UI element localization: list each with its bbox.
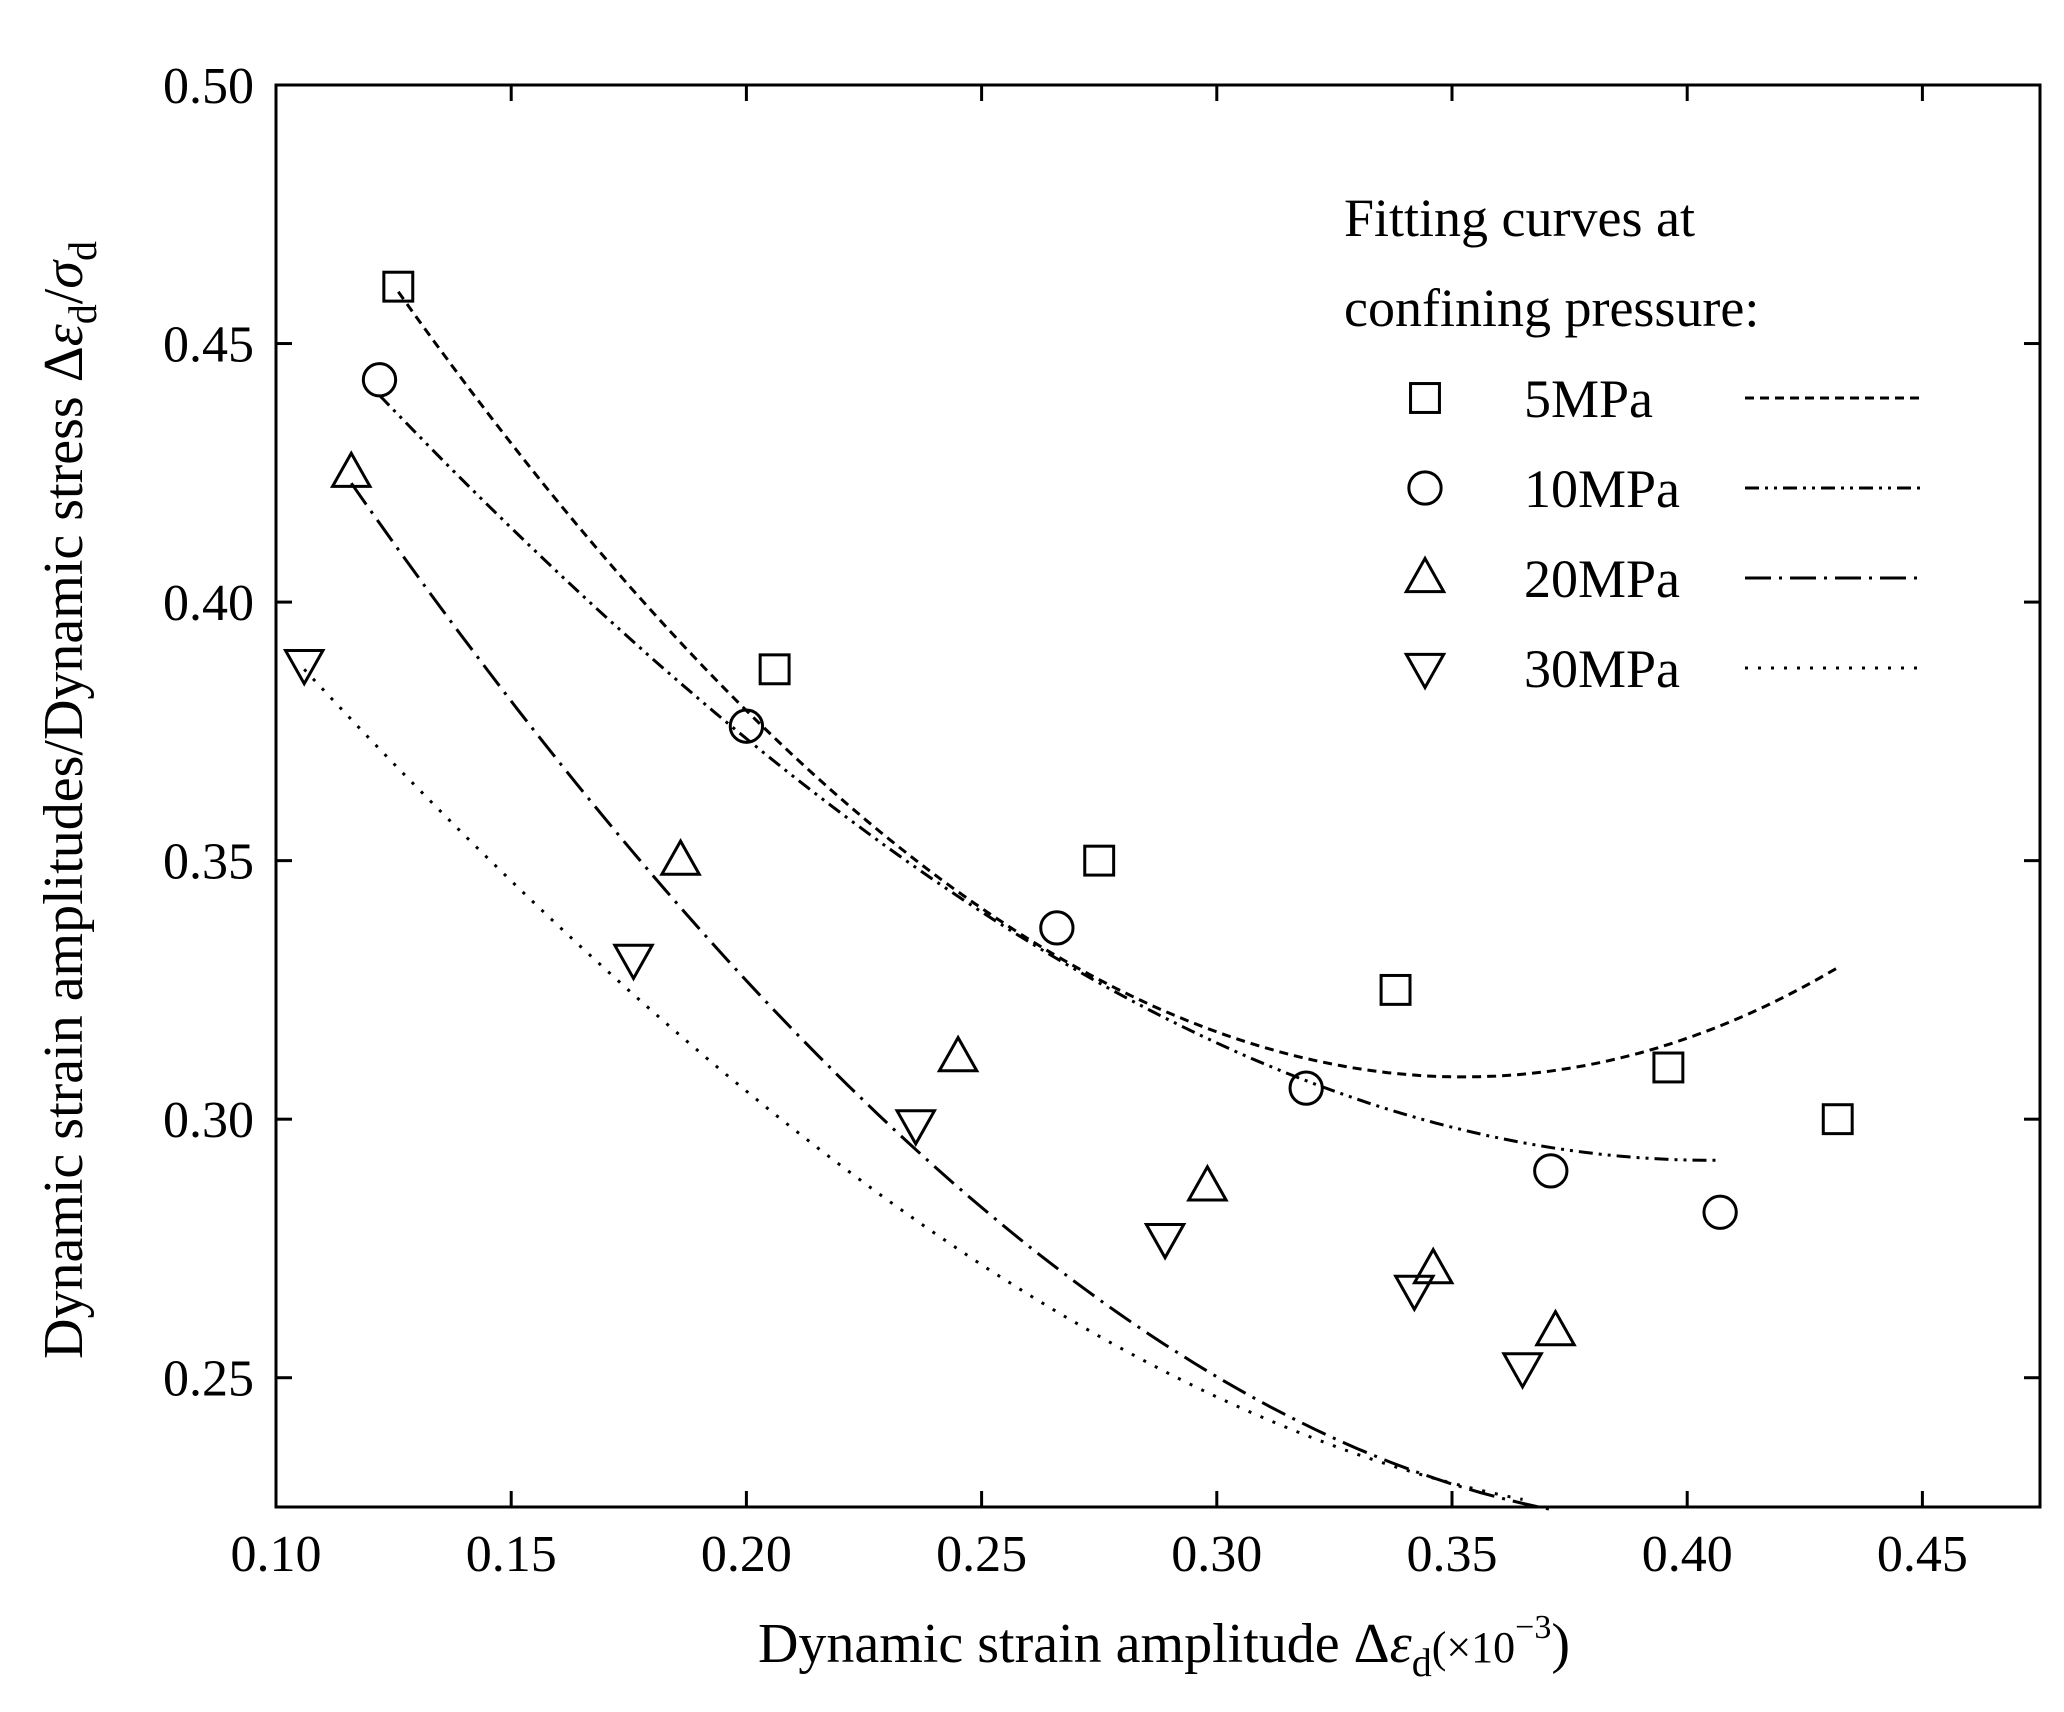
x-axis-title-unit-open: (×10 — [1432, 1623, 1515, 1672]
y-axis-title-symbol: ε — [33, 323, 95, 346]
x-axis-title-main: Dynamic strain amplitude Δ — [758, 1613, 1390, 1675]
y-tick-label: 0.45 — [163, 317, 254, 374]
axis-ticks: 0.10 0.15 0.20 0.25 0.30 0.35 0.40 0.45 0.25 0.30… — [163, 58, 2040, 1583]
legend: Fitting curves at confining pressure: 5M… — [1344, 188, 1920, 699]
y-tick-label: 0.35 — [163, 834, 254, 891]
x-tick-label: 0.10 — [231, 1526, 322, 1583]
x-axis-title-unit-exp: −3 — [1515, 1609, 1551, 1646]
data-point-30MPa — [1143, 1223, 1187, 1261]
data-point-5MPa — [1652, 1051, 1685, 1084]
data-point-20MPa — [1411, 1246, 1455, 1285]
data-point-10MPa — [1039, 910, 1075, 946]
data-point-5MPa — [1821, 1103, 1854, 1136]
y-tick-label: 0.50 — [163, 58, 254, 115]
data-point-5MPa — [382, 270, 415, 303]
x-tick-label: 0.25 — [936, 1526, 1027, 1583]
x-tick-label: 0.40 — [1642, 1526, 1733, 1583]
x-tick-label: 0.30 — [1171, 1526, 1262, 1583]
x-tick-label: 0.20 — [701, 1526, 792, 1583]
fit-curve-20MPa — [350, 482, 1556, 1512]
y-axis-title-main: Dynamic strain amplitudes/Dynamic stress… — [33, 346, 95, 1359]
fit-curve-10MPa — [378, 394, 1721, 1162]
data-point-10MPa — [728, 708, 765, 744]
y-axis-title-sub: d — [60, 304, 105, 324]
x-axis-title-sub: d — [1412, 1640, 1432, 1685]
data-point-20MPa — [659, 838, 702, 876]
legend-label-5MPa: 5MPa — [1524, 369, 1653, 429]
data-point-30MPa — [1501, 1352, 1544, 1390]
data-point-20MPa — [1186, 1163, 1229, 1202]
legend-marker-5MPa — [1409, 382, 1441, 414]
y-tick-label: 0.30 — [163, 1092, 254, 1149]
plot-frame — [274, 83, 2042, 1509]
y-axis-title: Dynamic strain amplitudes/Dynamic stress… — [33, 241, 105, 1359]
legend-label-10MPa: 10MPa — [1524, 459, 1680, 519]
data-point-30MPa — [894, 1109, 938, 1147]
data-point-10MPa — [361, 362, 398, 398]
legend-title-line2: confining pressure: — [1344, 278, 1759, 338]
legend-marker-20MPa — [1403, 555, 1447, 594]
legend-title-line1: Fitting curves at — [1344, 188, 1695, 248]
data-point-30MPa — [612, 943, 655, 982]
data-point-10MPa — [1702, 1194, 1738, 1230]
x-tick-label: 0.45 — [1877, 1526, 1968, 1583]
x-axis-title-unit-close: ) — [1551, 1613, 1570, 1675]
data-point-5MPa — [758, 653, 791, 686]
data-point-10MPa — [1288, 1070, 1324, 1106]
x-axis-title-symbol: ε — [1390, 1613, 1413, 1675]
data-point-20MPa — [936, 1034, 980, 1073]
legend-label-20MPa: 20MPa — [1524, 549, 1680, 609]
legend-label-30MPa: 30MPa — [1524, 639, 1680, 699]
fit-curve-30MPa — [303, 668, 1523, 1501]
data-point-20MPa — [1534, 1308, 1577, 1347]
x-tick-label: 0.35 — [1407, 1526, 1498, 1583]
legend-marker-10MPa — [1407, 470, 1443, 506]
data-point-30MPa — [282, 649, 326, 687]
data-point-10MPa — [1533, 1153, 1569, 1189]
y-tick-label: 0.25 — [163, 1351, 254, 1408]
fit-curves — [303, 290, 1839, 1512]
data-point-5MPa — [1083, 844, 1116, 877]
y-axis-title-symbol2: σ — [33, 259, 95, 289]
y-axis-title-sub2: d — [60, 241, 105, 261]
data-markers — [282, 270, 1854, 1390]
data-point-20MPa — [329, 450, 373, 488]
fit-curve-5MPa — [397, 290, 1839, 1079]
data-point-5MPa — [1379, 973, 1412, 1006]
x-axis-title: Dynamic strain amplitude Δεd(×10−3) — [758, 1609, 1570, 1685]
y-axis-title-slash: / — [33, 288, 95, 304]
legend-marker-30MPa — [1403, 652, 1447, 691]
x-tick-label: 0.15 — [466, 1526, 557, 1583]
data-point-30MPa — [1393, 1274, 1436, 1313]
y-tick-label: 0.40 — [163, 575, 254, 632]
legend-entries: 5MPa 10MPa 20MPa 30MPa — [1403, 369, 1920, 699]
